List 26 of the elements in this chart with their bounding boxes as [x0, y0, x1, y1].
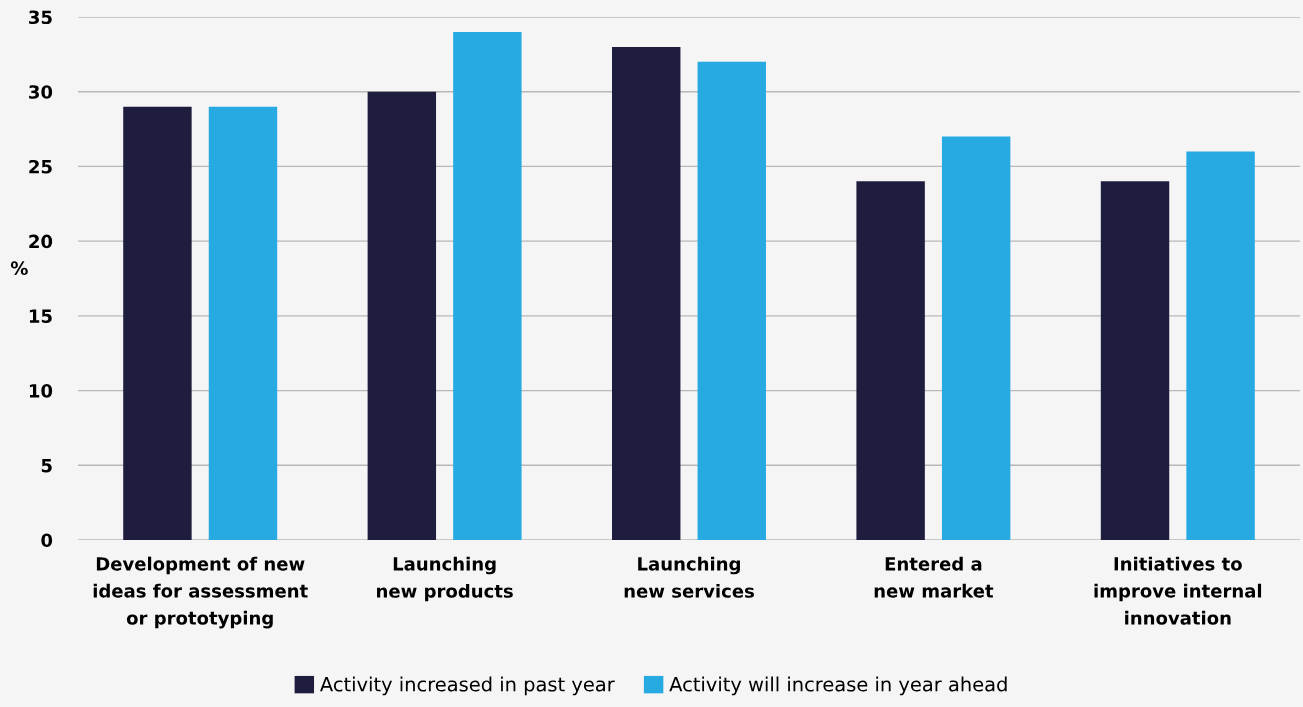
y-tick-label: 10 — [29, 384, 53, 398]
x-tick-label: Entered a new market — [874, 556, 994, 598]
y-tick-label: 30 — [29, 85, 53, 99]
bar — [208, 106, 278, 540]
bar — [941, 136, 1011, 540]
x-tick-label: Initiatives to improve internal innovation — [1094, 556, 1262, 625]
bar — [612, 46, 681, 540]
bar — [367, 91, 437, 540]
legend-label: Activity increased in past year — [320, 676, 615, 696]
y-tick-label: 15 — [29, 309, 52, 323]
y-tick-label: 0 — [41, 533, 53, 548]
bar — [1186, 151, 1255, 540]
bar — [856, 181, 925, 540]
x-tick-label: Launching new products — [377, 556, 513, 602]
bar — [1100, 181, 1170, 540]
bar — [697, 61, 766, 540]
legend-label: Activity will increase in year ahead — [669, 676, 1007, 696]
y-tick-label: 5 — [41, 458, 52, 473]
y-axis-title: % — [10, 261, 28, 275]
bar — [123, 106, 192, 540]
x-tick-label: Launching new services — [624, 556, 754, 598]
y-tick-label: 35 — [29, 10, 52, 25]
y-tick-label: 20 — [29, 234, 53, 249]
x-tick-label: Development of new ideas for assessment or prototyping — [93, 556, 308, 629]
bar — [453, 31, 522, 540]
y-tick-label: 25 — [29, 159, 52, 174]
